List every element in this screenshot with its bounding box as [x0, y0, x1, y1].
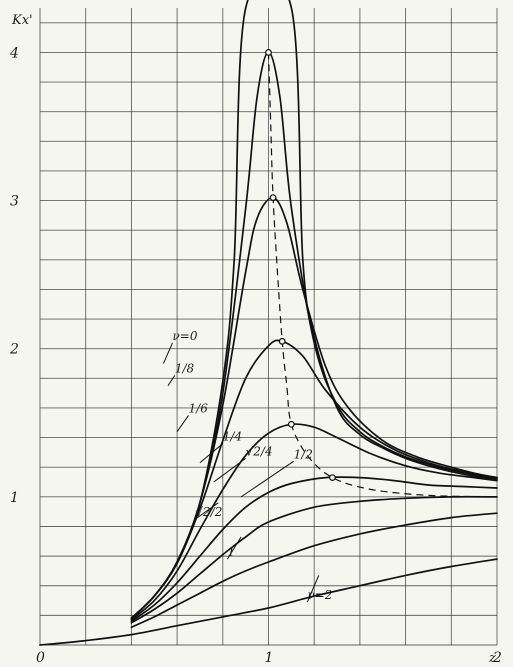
x-tick-label: 2 [492, 650, 502, 666]
y-tick-label: 3 [10, 194, 19, 210]
curve-label: ν=2 [307, 588, 332, 602]
peak-point [265, 49, 272, 56]
tick-labels: 0 1 2 1 2 3 4 [9, 45, 502, 666]
x-axis-label: z [488, 651, 496, 666]
curve-label-leaders [162, 342, 320, 603]
curve-label-leader [167, 375, 176, 387]
curve-label-leader [176, 415, 189, 432]
curve-2 [130, 196, 498, 620]
grid [39, 8, 498, 646]
curve-label: 1 [227, 545, 235, 559]
curve-label-leader [162, 342, 173, 364]
y-tick-label: 2 [9, 342, 19, 358]
curve-label-leader [199, 443, 224, 464]
peak-point [278, 337, 286, 345]
curve-label: ν=0 [173, 329, 198, 343]
curve-label-leader [195, 502, 219, 520]
peak-point [287, 420, 295, 428]
x-tick-label: 1 [265, 650, 274, 666]
curve-label-leader [306, 575, 320, 603]
curve-5 [130, 476, 498, 623]
peak-locus-group [265, 49, 498, 498]
peak-locus-line [267, 52, 498, 498]
curve-7 [130, 512, 498, 629]
peak-point [329, 474, 336, 482]
curve-label-leader [240, 460, 294, 498]
curve-label: 1/6 [189, 401, 209, 415]
curve-label: 1/2 [294, 447, 313, 461]
x-tick-label: 0 [36, 650, 45, 666]
peak-point [269, 194, 277, 202]
curve-label: √2/4 [246, 444, 273, 458]
curve-label-leader [226, 536, 242, 560]
curve-label: √2/2 [195, 505, 222, 519]
curve-labels: ν=0 1/8 1/6 1/4 √2/4 1/2 √2/2 1 ν=2 [173, 329, 333, 602]
y-tick-label: 4 [9, 45, 19, 61]
y-axis-label: Kx' [11, 13, 33, 28]
curve-label-leader [213, 457, 246, 483]
y-tick-label: 1 [10, 490, 19, 506]
curve-6 [130, 495, 498, 624]
curve-label: 1/4 [223, 430, 242, 444]
curve-label: 1/8 [175, 361, 195, 375]
curve-8 [39, 558, 498, 646]
